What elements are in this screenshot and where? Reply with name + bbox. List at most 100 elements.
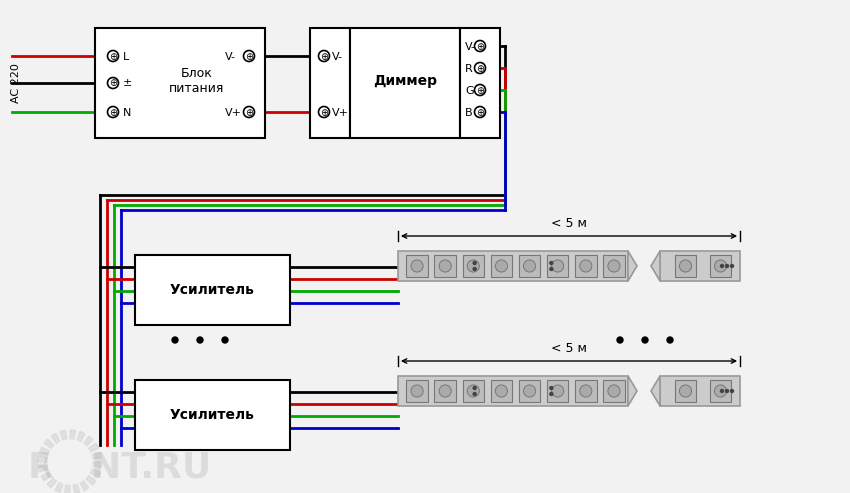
Bar bbox=[460, 28, 500, 138]
Bar bbox=[604, 380, 625, 402]
Circle shape bbox=[474, 106, 485, 117]
Text: ⊕: ⊕ bbox=[109, 107, 117, 117]
Bar bbox=[547, 255, 569, 277]
Circle shape bbox=[474, 40, 485, 51]
Circle shape bbox=[319, 50, 330, 62]
Circle shape bbox=[721, 389, 723, 392]
Bar bbox=[434, 255, 456, 277]
Wedge shape bbox=[51, 433, 70, 462]
Circle shape bbox=[552, 385, 564, 397]
Text: V+: V+ bbox=[225, 107, 242, 117]
Wedge shape bbox=[42, 462, 70, 481]
Circle shape bbox=[524, 385, 536, 397]
Bar bbox=[95, 28, 265, 138]
Wedge shape bbox=[70, 462, 100, 477]
Bar bbox=[135, 255, 290, 325]
Bar bbox=[675, 380, 696, 402]
Circle shape bbox=[107, 106, 118, 117]
Circle shape bbox=[468, 385, 479, 397]
Circle shape bbox=[468, 260, 479, 272]
Text: < 5 м: < 5 м bbox=[551, 217, 587, 230]
Circle shape bbox=[48, 440, 92, 484]
Text: Усилитель: Усилитель bbox=[170, 408, 255, 422]
Text: Усилитель: Усилитель bbox=[170, 283, 255, 297]
Wedge shape bbox=[40, 447, 70, 462]
Bar bbox=[406, 380, 428, 402]
Bar bbox=[660, 376, 740, 406]
Circle shape bbox=[473, 387, 476, 389]
Bar bbox=[406, 255, 428, 277]
Polygon shape bbox=[628, 251, 637, 281]
Circle shape bbox=[550, 387, 552, 389]
Circle shape bbox=[730, 265, 734, 268]
Bar bbox=[490, 255, 513, 277]
Circle shape bbox=[524, 260, 536, 272]
Bar bbox=[434, 380, 456, 402]
Bar bbox=[398, 376, 628, 406]
Bar bbox=[518, 255, 541, 277]
Circle shape bbox=[197, 337, 203, 343]
Circle shape bbox=[550, 268, 552, 271]
Text: V-: V- bbox=[332, 51, 343, 62]
Circle shape bbox=[721, 265, 723, 268]
Wedge shape bbox=[65, 462, 70, 493]
Text: V+: V+ bbox=[332, 107, 349, 117]
Wedge shape bbox=[70, 462, 88, 491]
Polygon shape bbox=[651, 251, 660, 281]
Wedge shape bbox=[70, 462, 102, 467]
Text: ⊕: ⊕ bbox=[320, 51, 328, 62]
Circle shape bbox=[608, 260, 620, 272]
Bar bbox=[350, 28, 460, 138]
Circle shape bbox=[319, 106, 330, 117]
Circle shape bbox=[439, 260, 451, 272]
Circle shape bbox=[474, 84, 485, 96]
Circle shape bbox=[642, 337, 648, 343]
Text: ⊕: ⊕ bbox=[320, 107, 328, 117]
Circle shape bbox=[617, 337, 623, 343]
Wedge shape bbox=[70, 430, 76, 462]
Bar bbox=[575, 380, 597, 402]
Bar bbox=[462, 380, 484, 402]
Text: V-: V- bbox=[225, 51, 236, 62]
Text: B: B bbox=[465, 107, 473, 117]
Circle shape bbox=[107, 77, 118, 89]
Bar bbox=[547, 380, 569, 402]
Text: ±: ± bbox=[123, 78, 133, 89]
Circle shape bbox=[411, 260, 423, 272]
Text: ⊕: ⊕ bbox=[476, 107, 484, 117]
Circle shape bbox=[474, 63, 485, 73]
Wedge shape bbox=[44, 439, 70, 462]
Text: ⊕: ⊕ bbox=[476, 64, 484, 73]
Wedge shape bbox=[70, 443, 99, 462]
Circle shape bbox=[473, 268, 476, 271]
Circle shape bbox=[439, 385, 451, 397]
Circle shape bbox=[552, 260, 564, 272]
Circle shape bbox=[550, 261, 552, 265]
Text: ⊕: ⊕ bbox=[245, 51, 253, 62]
Circle shape bbox=[243, 50, 254, 62]
Bar bbox=[398, 251, 628, 281]
Circle shape bbox=[726, 389, 728, 392]
Circle shape bbox=[679, 385, 692, 397]
Text: L: L bbox=[123, 51, 129, 62]
Polygon shape bbox=[628, 376, 637, 406]
Wedge shape bbox=[70, 462, 80, 493]
Circle shape bbox=[580, 260, 592, 272]
Wedge shape bbox=[70, 452, 102, 462]
Bar bbox=[135, 380, 290, 450]
Wedge shape bbox=[60, 430, 70, 462]
Wedge shape bbox=[70, 431, 85, 462]
Circle shape bbox=[715, 260, 727, 272]
Circle shape bbox=[496, 260, 507, 272]
Bar bbox=[310, 28, 350, 138]
Bar bbox=[660, 251, 740, 281]
Circle shape bbox=[411, 385, 423, 397]
Bar bbox=[710, 255, 731, 277]
Circle shape bbox=[473, 261, 476, 265]
Wedge shape bbox=[70, 436, 93, 462]
Wedge shape bbox=[38, 457, 70, 462]
Text: ⊕: ⊕ bbox=[109, 78, 117, 89]
Circle shape bbox=[679, 260, 692, 272]
Bar bbox=[675, 255, 696, 277]
Wedge shape bbox=[70, 462, 96, 485]
